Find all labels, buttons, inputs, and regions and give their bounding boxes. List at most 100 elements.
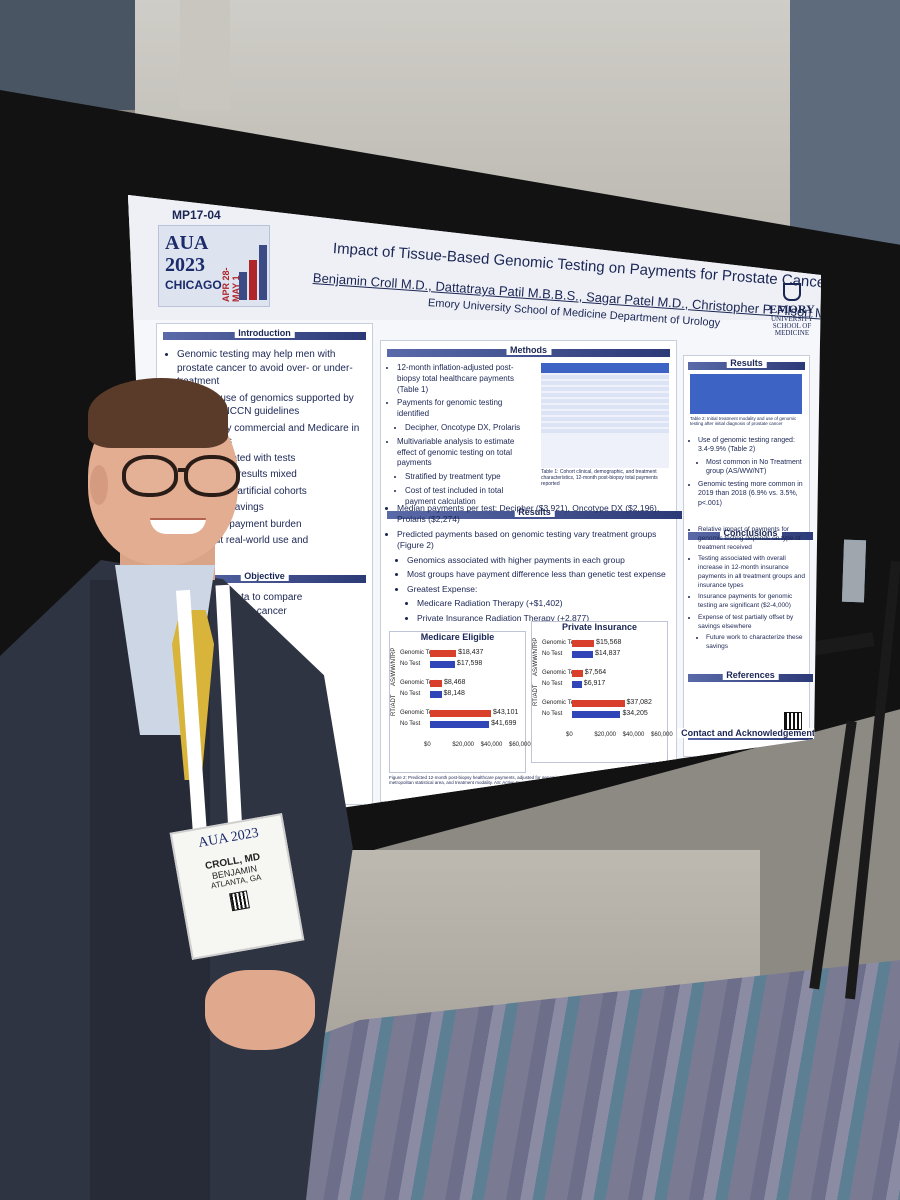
skyline-icon (249, 260, 257, 300)
section-header-results-right: Results (688, 358, 805, 370)
section-header-introduction: Introduction (163, 328, 366, 340)
table-row (541, 393, 669, 397)
table-row (541, 399, 669, 403)
chart-row-label: Genomic Test (542, 700, 579, 706)
chart-data-label: $43,101 (493, 709, 519, 716)
right-results-text: Use of genomic testing ranged: 3.4-9.9% … (686, 436, 806, 511)
chart-group-label: AS/WW/NT (391, 655, 397, 686)
aua-logo-dates: APR 28-MAY 1 (221, 267, 241, 302)
aua-2023-logo: AUA 2023 CHICAGO APR 28-MAY 1 (158, 225, 270, 307)
chart-bar (572, 681, 582, 688)
glasses-icon (122, 455, 178, 497)
methods-bullet: Decipher, Oncotype DX, Prolaris (405, 423, 535, 434)
presenter-hair (88, 378, 228, 448)
chart-bar (430, 691, 442, 698)
poster-middle-column: Methods 12-month inflation-adjusted post… (380, 340, 682, 802)
table-row (541, 411, 669, 415)
chart-bar (572, 670, 583, 677)
chart-bar (572, 711, 621, 718)
chart-data-label: $15,568 (596, 639, 622, 646)
chart-bar (430, 680, 442, 687)
chart-data-label: $41,699 (491, 720, 517, 727)
chart-bar (430, 721, 490, 728)
table-1 (541, 363, 669, 468)
results-bullet: Genomic testing more common in 2019 than… (698, 480, 806, 508)
chart-row-label: No Test (542, 681, 563, 687)
chart-row-label: Genomic Test (542, 670, 579, 676)
table-1-caption: Table 1: Cohort clinical, demographic, a… (541, 469, 658, 487)
chart-group-label: RT/ADT (533, 684, 539, 706)
conclusion-bullet: Insurance payments for genomic testing a… (698, 593, 806, 611)
conclusion-bullet: Testing associated with overall increase… (698, 555, 806, 590)
glasses-bridge (178, 468, 188, 472)
chart-row-label: Genomic Test (400, 680, 437, 686)
conclusion-bullet: Future work to characterize these saving… (706, 634, 806, 652)
chart-bar (430, 661, 455, 668)
chart-bar (430, 710, 492, 717)
chart-data-label: $6,917 (583, 680, 606, 687)
pushpin-bag (841, 539, 867, 603)
methods-text: 12-month inflation-adjusted post-biopsy … (385, 363, 535, 511)
chart-row-label: No Test (542, 651, 563, 657)
intro-bullet: for national payment burden (177, 518, 364, 532)
emory-line: MEDICINE (774, 329, 810, 338)
results-bullet: Most common in No Treatment group (AS/WW… (706, 458, 806, 477)
section-header-methods: Methods (387, 345, 670, 357)
results-bullet: Use of genomic testing ranged: 3.4-9.9% … (698, 436, 806, 455)
background-wall-right (790, 0, 900, 250)
chart-title: Private Insurance (561, 622, 638, 632)
chart-title: Medicare Eligible (420, 632, 495, 642)
chart-row-label: Genomic Test (400, 650, 437, 656)
chart-row-label: Genomic Test (542, 640, 579, 646)
chart-data-label: $8,148 (443, 690, 465, 697)
poster-right-column: Results Table 2: Initial treatment modal… (677, 355, 821, 757)
methods-bullet: Multivariable analysis to estimate effec… (397, 437, 535, 469)
results-bullet: Predicted payments based on genomic test… (397, 529, 670, 552)
emory-shield-icon (783, 283, 801, 301)
chart-bar (430, 650, 457, 657)
table-row (541, 375, 669, 379)
results-bullet: Greatest Expense: (407, 584, 670, 595)
intro-bullet: own about real-world use and (177, 534, 364, 548)
skyline-icon (259, 245, 267, 300)
emory-name: EMORY (769, 302, 815, 316)
methods-bullet: Payments for genomic testing identified (397, 398, 535, 420)
methods-bullet: Stratified by treatment type (405, 472, 535, 483)
background-pillar (180, 0, 230, 110)
section-header-objective: Objective (163, 571, 366, 583)
chart-row-label: No Test (400, 661, 421, 667)
section-header-references: References (688, 670, 813, 682)
section-header-conclusions: Conclusions (688, 528, 813, 540)
chart-axis-tick: $0 (424, 742, 431, 748)
table-row (541, 417, 669, 421)
table-row (541, 381, 669, 385)
section-header-results: Results (387, 507, 682, 519)
chart-group-label: RT/ADT (391, 694, 397, 716)
chart-axis-tick: $60,000 (509, 742, 531, 748)
presenter-ear (90, 465, 108, 505)
intro-bullet: d modeling + artificial cohorts (177, 485, 364, 499)
chart-axis-tick: $60,000 (651, 732, 673, 738)
chart-axis-tick: $20,000 (594, 732, 617, 738)
aua-logo-city: CHICAGO (165, 278, 222, 292)
intro-bullet: Selective use of genomics supported by A… (177, 392, 364, 419)
skyline-icon (239, 272, 247, 300)
conclusion-bullet: Expense of test partially offset by savi… (698, 614, 806, 632)
aua-logo-text: AUA (165, 232, 209, 254)
chart-bar (572, 700, 625, 707)
chart-plot-area: RP Genomic Test $15,568 No Test $14,837 AS/WW… (532, 636, 673, 760)
table-row (541, 423, 669, 427)
presenter-smile (150, 518, 206, 534)
intro-bullet: Genomic testing may help men with prosta… (177, 348, 364, 389)
chart-data-label: $8,468 (443, 679, 466, 686)
results-bullet: Private Insurance Radiation Therapy (+2,… (417, 613, 670, 624)
background-wall (0, 0, 135, 110)
chart-bar (572, 640, 595, 647)
table-row (541, 405, 669, 409)
results-bullet: Most groups have payment difference less… (407, 569, 670, 580)
badge-qr-icon (229, 890, 250, 912)
emory-line: UNIVERSITY (771, 314, 813, 323)
chart-group-label: AS/WW/NT (533, 645, 539, 676)
results-bullet: Genomics associated with higher payments… (407, 555, 670, 566)
figure-2-caption: Figure 2: Predicted 12-month post-biopsy… (389, 775, 668, 786)
